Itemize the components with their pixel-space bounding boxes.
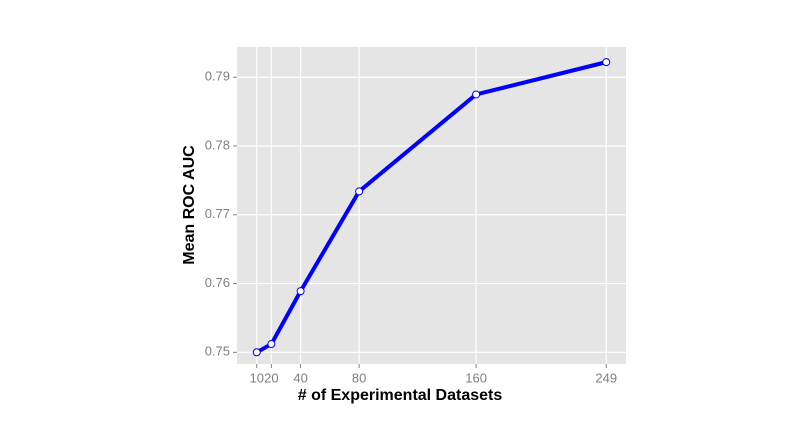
point bbox=[355, 187, 364, 196]
point bbox=[267, 340, 276, 349]
x-axis-title: # of Experimental Datasets bbox=[298, 387, 503, 404]
y-tick-label: 0.79 bbox=[205, 69, 230, 84]
x-tick-label: 40 bbox=[293, 370, 307, 385]
y-tick-label: 0.77 bbox=[205, 206, 230, 221]
y-tick-label: 0.78 bbox=[205, 137, 230, 152]
point bbox=[472, 90, 481, 99]
x-tick-label: 20 bbox=[264, 370, 278, 385]
x-tick-label: 160 bbox=[465, 370, 487, 385]
x-tick-label: 249 bbox=[595, 370, 617, 385]
y-tick-label: 0.75 bbox=[205, 344, 230, 359]
point bbox=[252, 348, 261, 357]
point bbox=[296, 287, 305, 296]
y-axis-title: Mean ROC AUC bbox=[181, 145, 198, 265]
x-tick-label: 80 bbox=[352, 370, 366, 385]
y-tick-label: 0.76 bbox=[205, 275, 230, 290]
point bbox=[602, 58, 611, 67]
x-tick-label: 10 bbox=[250, 370, 264, 385]
plot-panel bbox=[237, 47, 626, 364]
